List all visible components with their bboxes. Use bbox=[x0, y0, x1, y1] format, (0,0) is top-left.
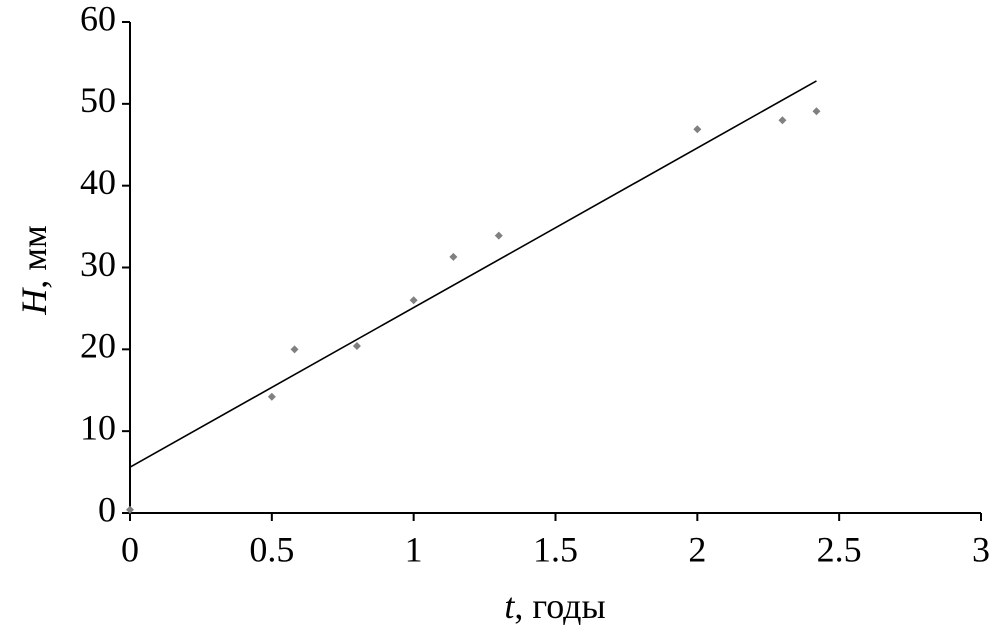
x-tick-label: 0 bbox=[121, 529, 139, 569]
data-point bbox=[449, 252, 458, 261]
trend-line bbox=[129, 80, 817, 468]
y-axis-label: H, мм bbox=[14, 225, 54, 316]
x-label-symbol: t bbox=[504, 586, 515, 626]
x-tick-label: 3 bbox=[972, 529, 990, 569]
y-tick-label: 0 bbox=[98, 489, 116, 529]
data-point bbox=[494, 231, 503, 240]
data-point bbox=[812, 107, 821, 116]
data-point bbox=[693, 125, 702, 134]
x-tick-label: 2.5 bbox=[817, 529, 862, 569]
data-point bbox=[409, 296, 418, 305]
x-tick-label: 2 bbox=[688, 529, 706, 569]
data-point bbox=[352, 342, 361, 351]
y-tick-label: 60 bbox=[80, 0, 116, 38]
y-tick-label: 10 bbox=[80, 407, 116, 447]
x-label-unit: , годы bbox=[514, 586, 605, 626]
x-tick-label: 1.5 bbox=[533, 529, 578, 569]
data-point bbox=[126, 505, 134, 514]
y-tick-label: 30 bbox=[80, 244, 116, 284]
y-label-symbol: H bbox=[14, 287, 54, 316]
data-point bbox=[290, 345, 299, 354]
y-label-unit: , мм bbox=[14, 225, 54, 289]
x-tick-label: 1 bbox=[405, 529, 423, 569]
data-point bbox=[267, 392, 276, 401]
x-axis-label: t, годы bbox=[504, 586, 605, 626]
y-tick-label: 50 bbox=[80, 80, 116, 120]
y-tick-label: 40 bbox=[80, 162, 116, 202]
data-point bbox=[778, 116, 787, 125]
x-tick-label: 0.5 bbox=[249, 529, 294, 569]
y-tick-label: 20 bbox=[80, 326, 116, 366]
